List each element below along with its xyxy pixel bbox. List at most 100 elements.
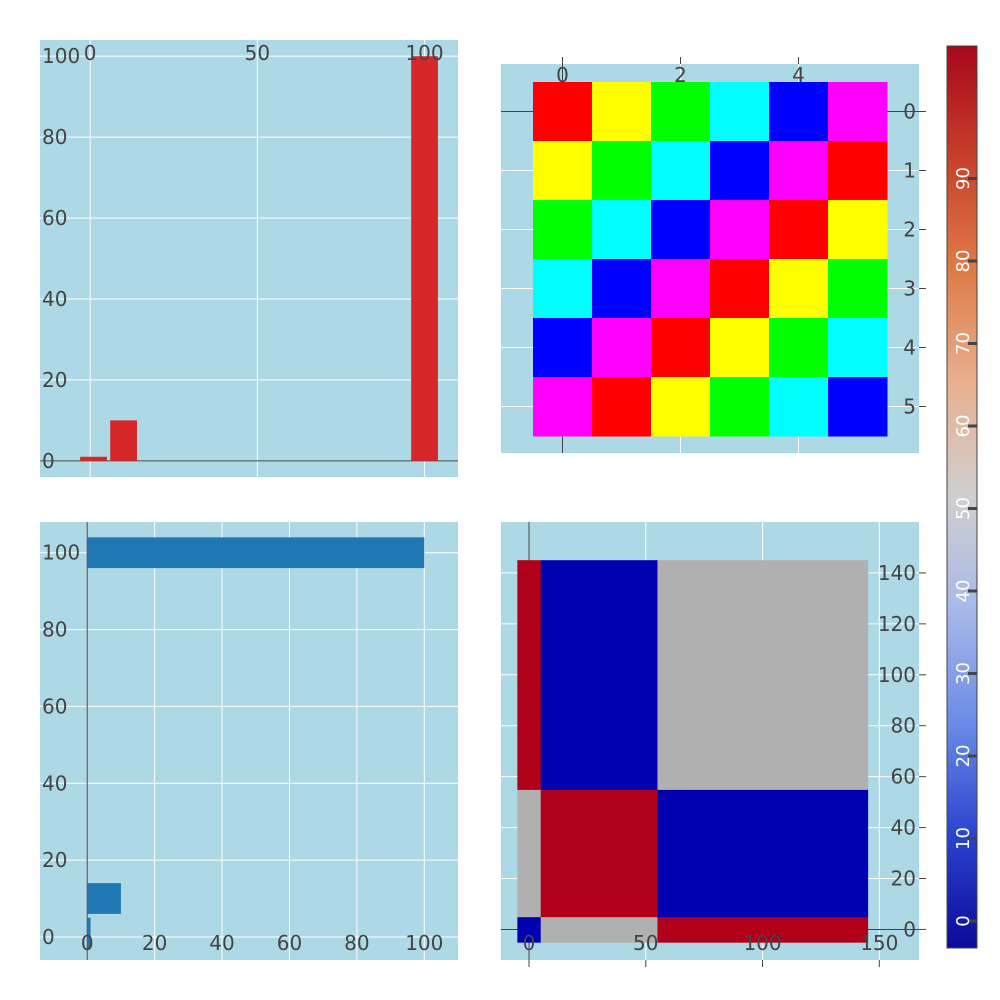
- heatmap-cell: [592, 82, 652, 142]
- y-tick-label: 0: [42, 925, 55, 949]
- colorbar-tick-label: 30: [953, 662, 974, 685]
- heatmap-cell: [710, 141, 770, 201]
- colorbar-tick-label: 70: [953, 332, 974, 355]
- x-tick-label: 50: [633, 931, 658, 955]
- heatmap-cell: [517, 916, 542, 943]
- heatmap-cell: [651, 377, 711, 437]
- heatmap-cell: [710, 82, 770, 142]
- colorbar-tick-label: 60: [953, 415, 974, 438]
- y-tick-label: 140: [878, 561, 916, 585]
- y-tick-label: 4: [903, 336, 916, 360]
- heatmap-cell: [710, 318, 770, 378]
- y-tick-label: 20: [42, 848, 67, 872]
- x-tick-label: 0: [556, 63, 569, 87]
- heatmap-cell: [769, 377, 829, 437]
- colorbar-tick-label: 80: [953, 250, 974, 273]
- heatmap-cell: [828, 377, 888, 437]
- heatmap-cell: [517, 789, 542, 918]
- heatmap-cell: [517, 560, 542, 790]
- colorbar-tick-label: 0: [953, 915, 974, 926]
- heatmap-cell: [828, 200, 888, 260]
- x-tick-label: 50: [245, 41, 270, 65]
- colorbar-tick-label: 40: [953, 580, 974, 603]
- y-tick-label: 80: [42, 125, 67, 149]
- x-tick-label: 0: [84, 41, 97, 65]
- heatmap-cell: [592, 377, 652, 437]
- heatmap-cell: [651, 82, 711, 142]
- heatmap-cell: [533, 259, 593, 319]
- bar-chart-horizontal: 0 20 40 60 80 100 0 20 40 60 80 100: [40, 522, 458, 960]
- y-tick-label: 40: [42, 771, 67, 795]
- heatmap-cell: [533, 141, 593, 201]
- heatmap-cell: [540, 560, 658, 790]
- y-tick-label: 2: [903, 218, 916, 242]
- heatmap-cell: [769, 82, 829, 142]
- heatmap-cell: [710, 259, 770, 319]
- x-tick-label: 100: [743, 931, 781, 955]
- x-tick-label: 4: [792, 63, 805, 87]
- x-tick-label: 150: [860, 931, 898, 955]
- y-tick-label: 60: [42, 694, 67, 718]
- y-tick-label: 20: [42, 368, 67, 392]
- y-tick-label: 100: [42, 541, 80, 565]
- y-tick-label: 100: [42, 44, 80, 68]
- y-tick-label: 60: [42, 206, 67, 230]
- y-tick-label: 0: [903, 100, 916, 124]
- y-tick-label: 1: [903, 159, 916, 183]
- y-tick-label: 60: [891, 765, 916, 789]
- y-tick-label: 0: [42, 449, 55, 473]
- heatmap-cell: [657, 916, 869, 943]
- heatmap-cell: [533, 82, 593, 142]
- x-tick-label: 40: [209, 931, 234, 955]
- heatmap-cell: [592, 259, 652, 319]
- heatmap-color-grid: 0 2 4 0 1 2 3 4 5: [501, 57, 926, 453]
- bar: [87, 537, 425, 569]
- y-tick-label: 20: [891, 867, 916, 891]
- heatmap-cell: [769, 259, 829, 319]
- y-tick-label: 80: [891, 714, 916, 738]
- y-tick-label: 120: [878, 612, 916, 636]
- heatmap-cell: [533, 318, 593, 378]
- heatmap-cell: [592, 141, 652, 201]
- colorbar: 0 10 20 30 40 50 60 70 80 90: [946, 45, 978, 949]
- heatmap-cell: [533, 200, 593, 260]
- y-tick-label: 40: [891, 816, 916, 840]
- heatmap-cell: [651, 318, 711, 378]
- x-tick-label: 20: [142, 931, 167, 955]
- y-tick-label: 40: [42, 287, 67, 311]
- heatmap-cell: [651, 141, 711, 201]
- y-tick-label: 3: [903, 277, 916, 301]
- y-tick-label: 5: [903, 395, 916, 419]
- heatmap-cell: [657, 560, 869, 790]
- colorbar-gradient-bar: [946, 45, 978, 949]
- x-tick-label: 2: [674, 63, 687, 87]
- heatmap-cell: [592, 200, 652, 260]
- heatmap-cell: [828, 318, 888, 378]
- x-tick-label: 0: [523, 931, 536, 955]
- heatmap-cell: [540, 789, 658, 918]
- x-tick-label: 80: [344, 931, 369, 955]
- heatmap-cell: [651, 259, 711, 319]
- colorbar-tick-label: 10: [953, 827, 974, 850]
- y-tick-label: 100: [878, 663, 916, 687]
- heatmap-cell: [540, 916, 658, 943]
- x-tick-label: 100: [405, 41, 443, 65]
- x-tick-label: 100: [405, 931, 443, 955]
- heatmap-cell: [710, 200, 770, 260]
- heatmap-cell: [592, 318, 652, 378]
- heatmap-cell: [651, 200, 711, 260]
- heatmap-cell: [769, 318, 829, 378]
- heatmap-cell: [769, 141, 829, 201]
- bar: [80, 456, 107, 461]
- heatmap-cell: [828, 259, 888, 319]
- y-tick-label: 0: [903, 917, 916, 941]
- colorbar-tick-label: 20: [953, 745, 974, 768]
- bar: [110, 420, 137, 461]
- colorbar-tick-label: 50: [953, 497, 974, 520]
- y-tick-label: 80: [42, 618, 67, 642]
- bar: [87, 883, 121, 914]
- heatmap-cell: [828, 82, 888, 142]
